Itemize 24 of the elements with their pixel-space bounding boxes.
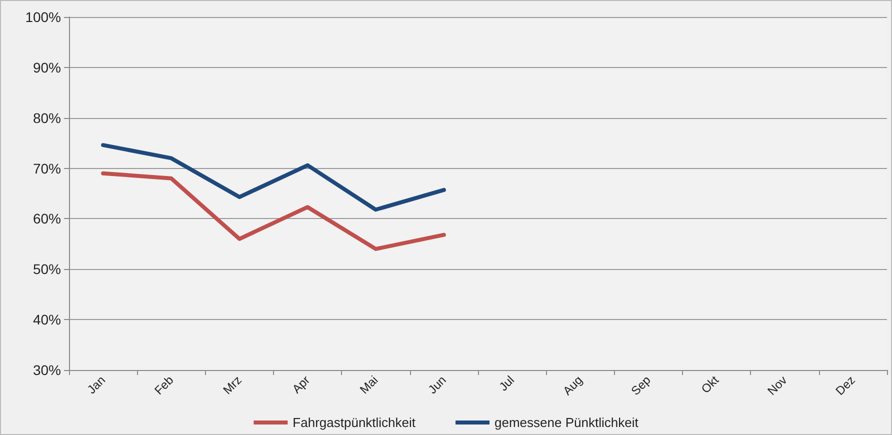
x-tick-label: Apr: [289, 373, 313, 396]
x-tick-label: Sep: [628, 372, 654, 398]
line-series: [101, 143, 446, 212]
x-tick-label: Okt: [698, 372, 722, 396]
y-tick-label: 30%: [32, 362, 61, 378]
x-tick-label: Aug: [560, 373, 586, 398]
x-tick-label: Nov: [764, 373, 790, 398]
y-tick-label: 60%: [32, 210, 61, 227]
y-tick-label: 80%: [32, 110, 61, 126]
x-tick-label: Dez: [832, 373, 858, 398]
line-series: [101, 171, 446, 251]
x-tick-label: Mrz: [220, 373, 244, 398]
legend-label: Fahrgastpünktlichkeit: [292, 415, 416, 430]
x-tick-label: Jul: [496, 373, 518, 394]
legend-label: gemessene Pünktlichkeit: [494, 415, 639, 430]
x-tick-label: Jan: [84, 373, 108, 397]
y-tick-label: 70%: [32, 160, 61, 176]
y-tick-label: 50%: [32, 261, 61, 278]
y-tick-label: 100%: [25, 9, 61, 25]
x-tick-label: Feb: [152, 372, 176, 398]
x-tick-label: Jun: [425, 373, 449, 397]
y-tick-label: 90%: [32, 59, 61, 76]
x-tick-label: Mai: [357, 373, 381, 397]
y-tick-label: 40%: [32, 312, 61, 328]
